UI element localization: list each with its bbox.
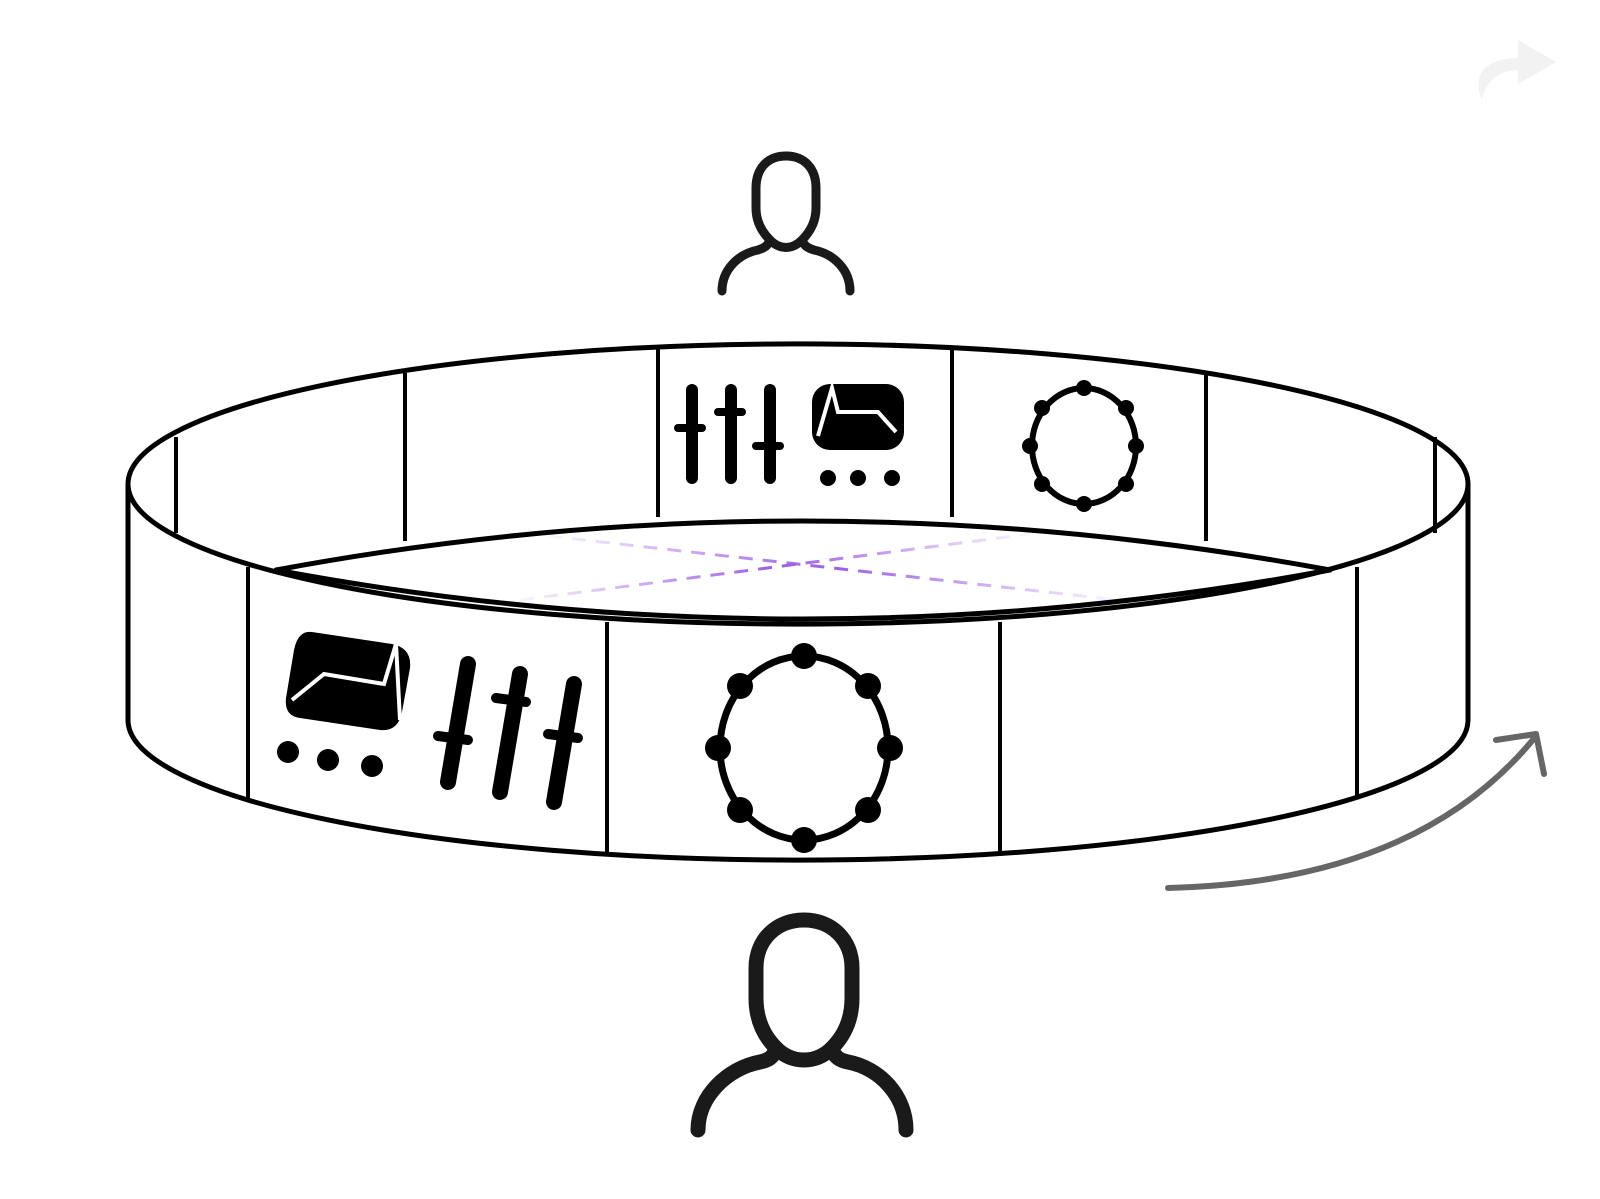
person-icon-near [690,912,914,1138]
ring-front-wall [125,481,1471,863]
front-panel-icons [277,631,903,853]
center-axis [519,522,1119,618]
rotate-arrow-icon [1165,731,1547,891]
redo-icon[interactable] [1478,40,1556,100]
ring-back-wall [125,341,1471,573]
ring-inner-back-edge [273,518,1333,573]
ring-inner-front-edge [273,567,1333,622]
sliders-icon[interactable] [433,656,583,810]
ring-top-back-edge [125,341,1471,487]
chart-chat-icon[interactable] [812,380,904,486]
dial-ring-icon[interactable] [1022,380,1144,512]
person-icon-far [717,151,855,296]
back-panel-icons [674,380,1144,512]
ring-top-front-edge [125,481,1471,627]
ring-bottom-edge [125,717,1471,863]
chart-chat-icon[interactable] [277,631,411,777]
dial-ring-icon[interactable] [705,643,903,853]
sliders-icon[interactable] [674,384,784,484]
